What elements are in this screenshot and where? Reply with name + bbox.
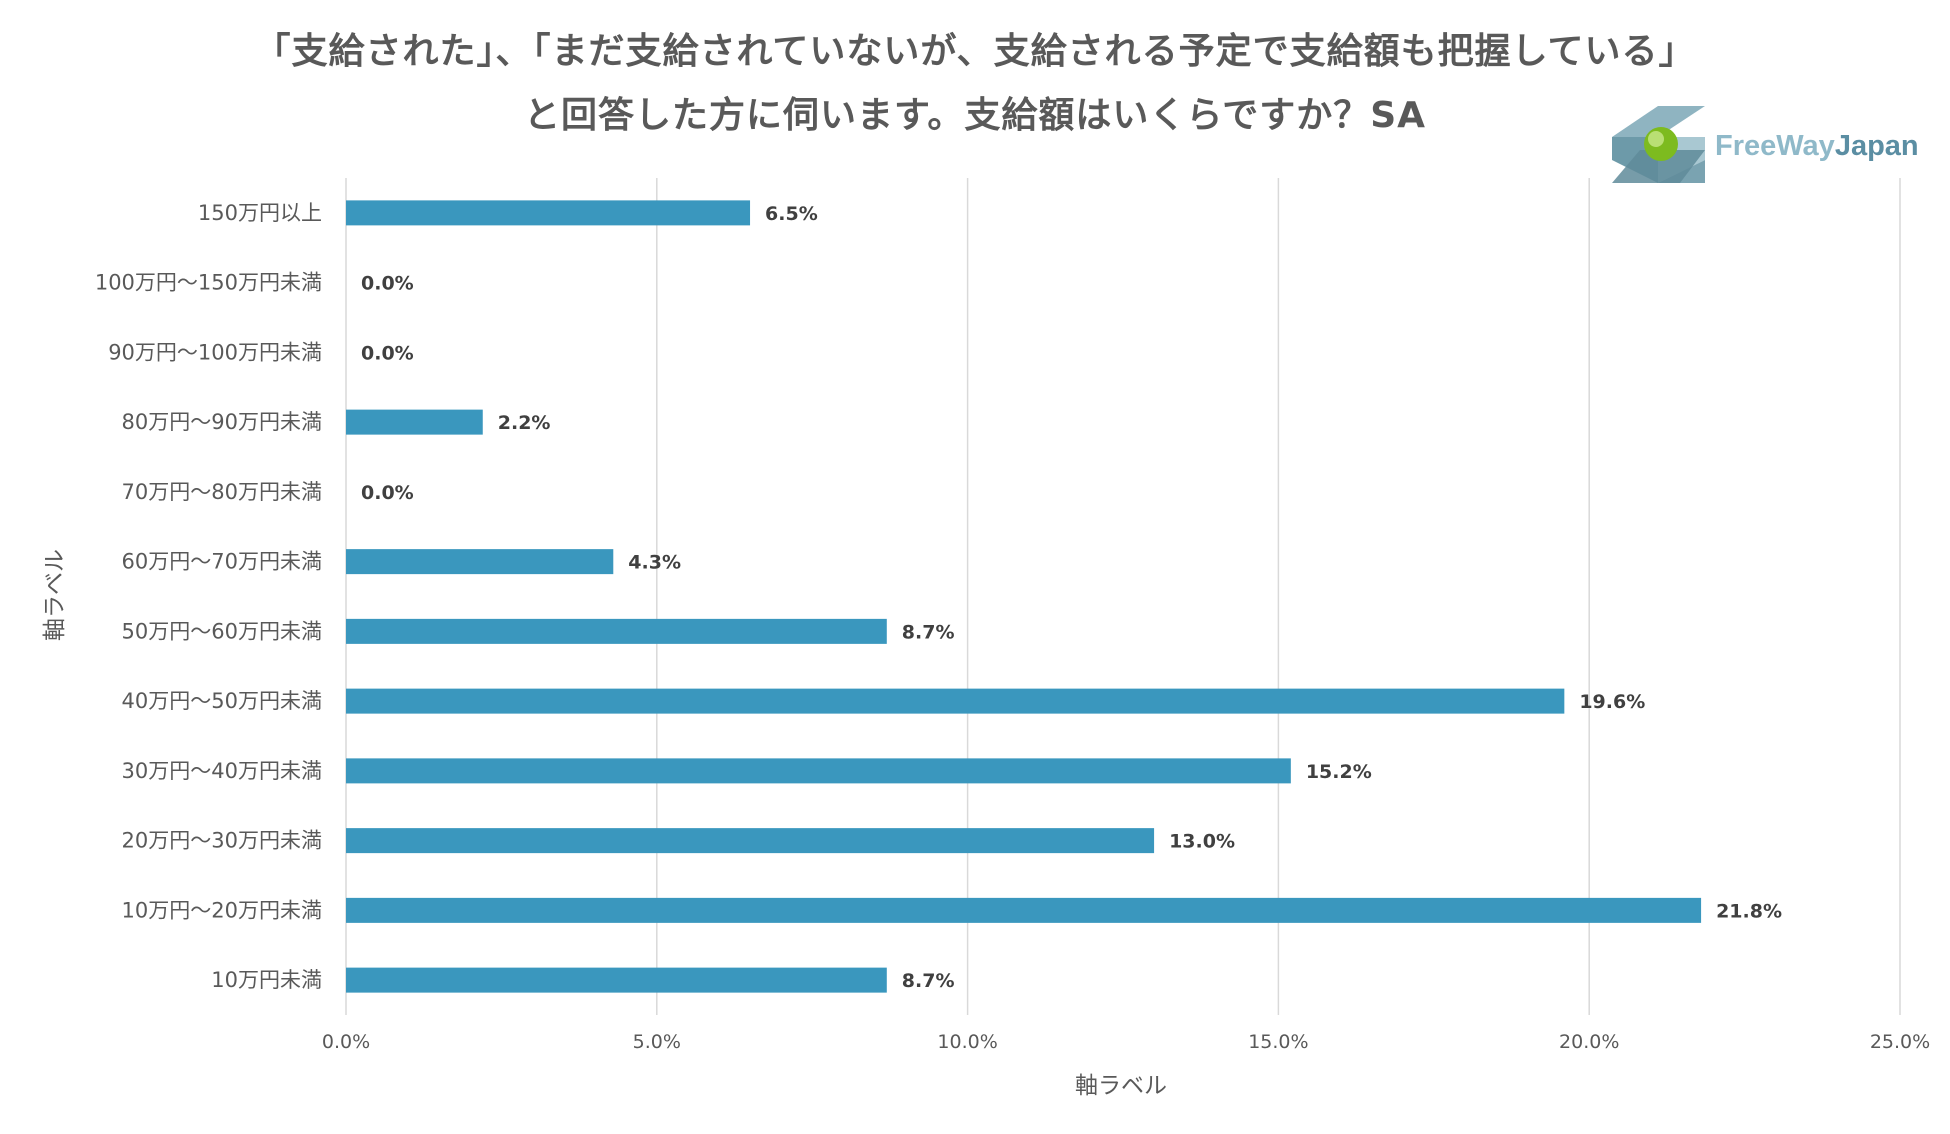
chart-title-line-2: と回答した方に伺います。支給額はいくらですか？SA: [523, 95, 1427, 136]
bar: [346, 967, 887, 993]
bar: [346, 758, 1291, 784]
x-tick-label: 5.0%: [633, 1031, 681, 1053]
freeway-japan-logo: FreeWayJapan: [1612, 106, 1919, 183]
data-labels: 6.5% 0.0% 0.0% 2.2% 0.0% 4.3% 8.7% 19.6% 15.2% 13…: [361, 203, 1782, 992]
bar: [346, 549, 614, 575]
data-label: 0.0%: [361, 273, 414, 295]
x-tick-labels: 0.0% 5.0% 10.0% 15.0% 20.0% 25.0%: [322, 1031, 1930, 1053]
category-label: 20万円～30万円未満: [122, 829, 322, 853]
data-label: 8.7%: [902, 621, 955, 643]
category-label: 10万円未満: [211, 968, 322, 992]
data-label: 21.8%: [1716, 900, 1782, 922]
x-axis-title: 軸ラベル: [1075, 1073, 1167, 1099]
bar: [346, 828, 1155, 854]
data-label: 0.0%: [361, 342, 414, 364]
data-label: 13.0%: [1169, 831, 1235, 853]
category-label: 40万円～50万円未満: [122, 689, 322, 713]
x-tick-label: 15.0%: [1248, 1031, 1308, 1053]
x-tick-label: 10.0%: [937, 1031, 997, 1053]
bars: [346, 200, 1702, 993]
data-label: 4.3%: [628, 552, 681, 574]
gridlines: [345, 178, 1901, 1015]
category-label: 100万円～150万円未満: [95, 271, 322, 295]
x-tick-label: 20.0%: [1559, 1031, 1619, 1053]
y-axis-title: 軸ラベル: [42, 549, 68, 641]
data-label: 19.6%: [1579, 691, 1645, 713]
category-label: 30万円～40万円未満: [122, 759, 322, 783]
data-label: 8.7%: [902, 970, 955, 992]
logo-wordmark: FreeWayJapan: [1715, 130, 1919, 162]
freeway-japan-logo-icon: [1612, 106, 1705, 183]
bar: [346, 409, 483, 435]
category-label: 80万円～90万円未満: [122, 410, 322, 434]
data-label: 6.5%: [765, 203, 818, 225]
data-label: 15.2%: [1306, 761, 1372, 783]
data-label: 0.0%: [361, 482, 414, 504]
bar: [346, 618, 887, 644]
logo-text-japan: Japan: [1835, 130, 1919, 162]
bar: [346, 897, 1702, 923]
x-tick-label: 0.0%: [322, 1031, 370, 1053]
category-labels: 150万円以上 100万円～150万円未満 90万円～100万円未満 80万円～90万…: [95, 201, 322, 992]
bar: [346, 688, 1565, 714]
chart-title-line-1: 「支給された」、「まだ支給されていないが、支給される予定で支給額も把握している」: [254, 31, 1696, 72]
bar: [346, 200, 751, 226]
category-label: 150万円以上: [198, 201, 322, 225]
category-label: 10万円～20万円未満: [122, 898, 322, 922]
category-label: 70万円～80万円未満: [122, 480, 322, 504]
category-label: 60万円～70万円未満: [122, 550, 322, 574]
x-tick-label: 25.0%: [1870, 1031, 1930, 1053]
logo-text-freeway: FreeWay: [1715, 130, 1835, 162]
category-label: 50万円～60万円未満: [122, 619, 322, 643]
data-label: 2.2%: [498, 412, 551, 434]
category-label: 90万円～100万円未満: [108, 340, 322, 364]
